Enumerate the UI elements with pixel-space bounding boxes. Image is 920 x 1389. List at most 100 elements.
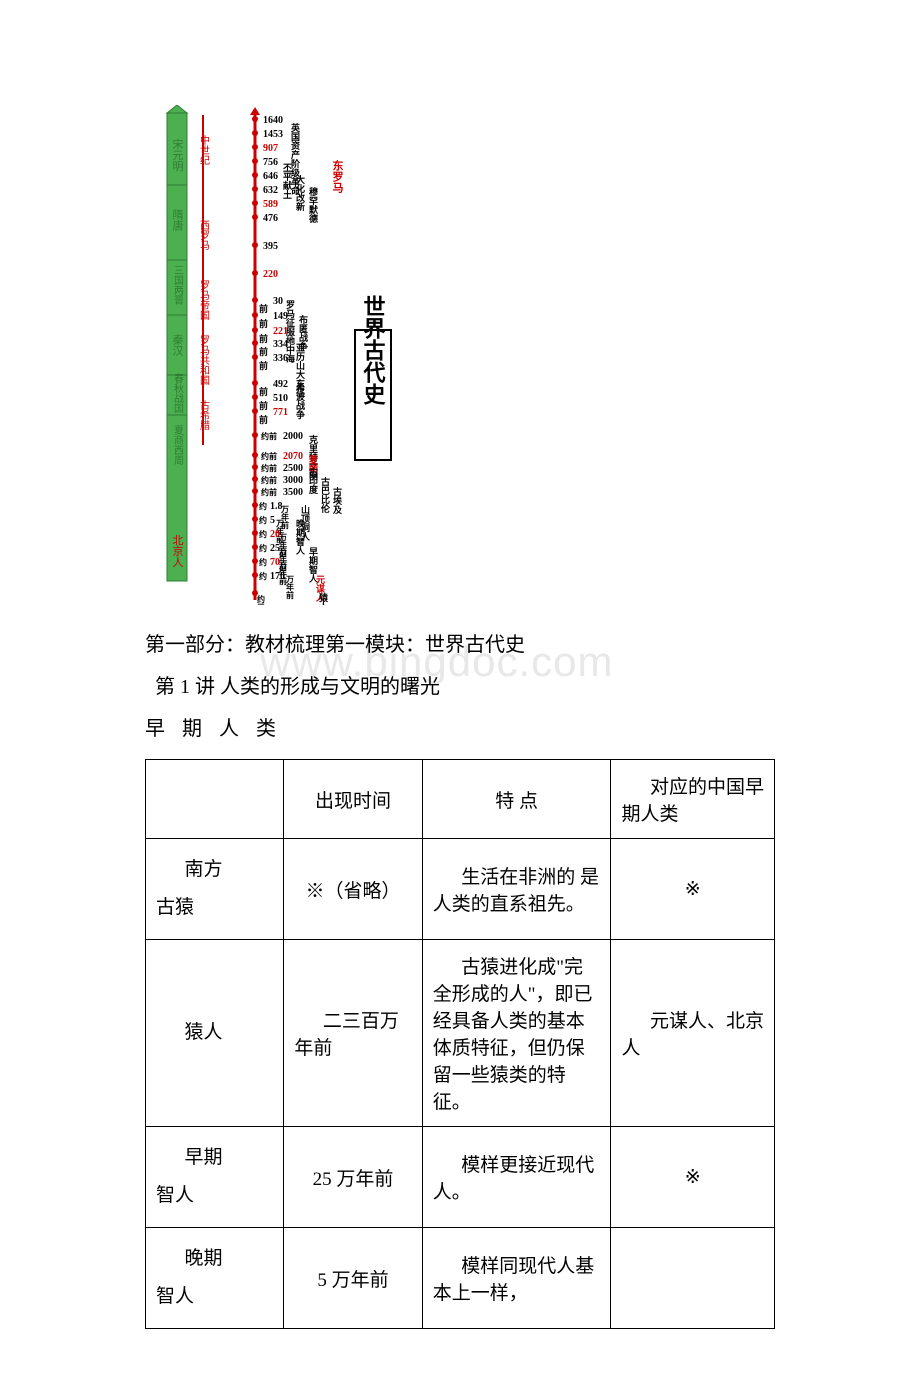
table-row: 南方 古猿 ※（省略） 生活在非洲的 是人类的直系祖先。 ※ <box>146 839 775 940</box>
chinese-dynasty-bar: 宋元明 隋唐 三国两晋 秦汉 春秋战国 夏商西周 <box>167 105 187 581</box>
svg-text:约: 约 <box>259 571 267 581</box>
svg-text:3500: 3500 <box>283 487 303 498</box>
svg-text:1640: 1640 <box>263 115 283 126</box>
table-row: 晚期 智人 5 万年前 模样同现代人基本上一样， <box>146 1228 775 1329</box>
table-row: 猿人 二三百万年前 古猿进化成"完全形成的人"，即已经具备人类的基本体质特征，但… <box>146 940 775 1127</box>
svg-text:492: 492 <box>273 379 288 390</box>
svg-text:5: 5 <box>270 515 275 526</box>
svg-text:东罗马: 东罗马 <box>331 159 344 194</box>
svg-text:秦汉: 秦汉 <box>171 333 184 357</box>
header-col1 <box>146 760 284 839</box>
svg-text:前: 前 <box>258 346 268 357</box>
timeline-diagram: 宋元明 隋唐 三国两晋 秦汉 春秋战国 夏商西周 北京人 中世纪 西罗马 罗马帝… <box>155 105 465 605</box>
svg-text:万年前: 万年前 <box>286 575 295 600</box>
svg-text:3000: 3000 <box>283 475 303 486</box>
row-name: 猿人 <box>146 940 284 1127</box>
svg-text:395: 395 <box>263 241 278 252</box>
header-col4: 对应的中国早期人类 <box>611 760 775 839</box>
table-row: 早期 智人 25 万年前 模样更接近现代人。 ※ <box>146 1127 775 1228</box>
table-header-row: 出现时间 特 点 对应的中国早期人类 <box>146 760 775 839</box>
svg-text:约前: 约前 <box>261 487 277 497</box>
svg-text:宋元明: 宋元明 <box>171 137 184 172</box>
svg-text:古印度: 古印度 <box>308 466 319 495</box>
sub-heading: 早 期 人 类 <box>145 709 775 749</box>
row-china: ※ <box>611 839 775 940</box>
svg-text:2000: 2000 <box>283 431 303 442</box>
row-china: 元谋人、北京人 <box>611 940 775 1127</box>
svg-text:589: 589 <box>263 199 278 210</box>
svg-text:古巴比伦: 古巴比伦 <box>320 476 331 514</box>
svg-text:约: 约 <box>259 529 267 539</box>
svg-text:前: 前 <box>258 303 268 314</box>
svg-text:336: 336 <box>273 353 288 364</box>
early-humans-table: 出现时间 特 点 对应的中国早期人类 南方 古猿 ※（省略） 生活在非洲的 是人… <box>145 759 775 1329</box>
row-time: 二三百万年前 <box>284 940 422 1127</box>
svg-text:前: 前 <box>258 414 268 425</box>
row-time: ※（省略） <box>284 839 422 940</box>
row-feature: 生活在非洲的 是人类的直系祖先。 <box>422 839 611 940</box>
svg-text:希波战争: 希波战争 <box>295 382 306 420</box>
svg-text:前: 前 <box>258 360 268 371</box>
svg-text:约前: 约前 <box>261 475 277 485</box>
row-china <box>611 1228 775 1329</box>
svg-text:约: 约 <box>259 501 267 511</box>
row-time: 5 万年前 <box>284 1228 422 1329</box>
svg-text:夏商西周: 夏商西周 <box>172 425 184 466</box>
svg-text:丕平献土: 丕平献土 <box>282 163 292 199</box>
svg-text:罗马共和国: 罗马共和国 <box>198 335 210 386</box>
svg-text:771: 771 <box>273 407 288 418</box>
svg-text:约: 约 <box>259 543 267 553</box>
svg-text:约三百万年前: 约三百万年前 <box>257 594 266 605</box>
svg-text:220: 220 <box>263 269 278 280</box>
row-feature: 古猿进化成"完全形成的人"，即已经具备人类的基本体质特征，但仍保留一些猿类的特征… <box>422 940 611 1127</box>
svg-text:646: 646 <box>263 171 278 182</box>
world-civ-bar: 中世纪 西罗马 罗马帝国 罗马共和国 古希腊 <box>198 115 210 445</box>
row-feature: 模样更接近现代人。 <box>422 1127 611 1228</box>
svg-text:约: 约 <box>259 557 267 567</box>
svg-text:穆罕默德: 穆罕默德 <box>308 186 319 224</box>
svg-text:古希腊: 古希腊 <box>198 399 210 431</box>
svg-text:隋唐: 隋唐 <box>171 208 184 232</box>
section-heading: 第一部分：教材梳理第一模块：世界古代史 <box>145 625 775 665</box>
svg-text:大化改新: 大化改新 <box>295 174 306 212</box>
svg-text:西罗马: 西罗马 <box>198 220 210 251</box>
svg-text:约前: 约前 <box>261 463 277 473</box>
beijing-man-label: 北京人 <box>171 534 184 567</box>
svg-text:约前: 约前 <box>261 431 277 441</box>
svg-text:罗马帝国: 罗马帝国 <box>198 280 210 321</box>
svg-text:约: 约 <box>259 515 267 525</box>
timeline-svg: 宋元明 隋唐 三国两晋 秦汉 春秋战国 夏商西周 北京人 中世纪 西罗马 罗马帝… <box>155 105 465 605</box>
svg-text:510: 510 <box>273 393 288 404</box>
svg-text:古埃及: 古埃及 <box>332 486 343 515</box>
svg-text:334: 334 <box>273 339 288 350</box>
row-china: ※ <box>611 1127 775 1228</box>
svg-text:149: 149 <box>273 311 288 322</box>
header-col3: 特 点 <box>422 760 611 839</box>
timeline-title: 世界古代史 <box>361 295 387 406</box>
svg-text:三国两晋: 三国两晋 <box>172 265 184 306</box>
row-name: 晚期 智人 <box>146 1228 284 1329</box>
svg-text:前: 前 <box>258 400 268 411</box>
svg-text:约前: 约前 <box>261 451 277 461</box>
svg-text:756: 756 <box>263 157 278 168</box>
row-name: 早期 智人 <box>146 1127 284 1228</box>
svg-text:2070: 2070 <box>283 451 303 462</box>
svg-text:476: 476 <box>263 213 278 224</box>
svg-text:1453: 1453 <box>263 129 283 140</box>
row-time: 25 万年前 <box>284 1127 422 1228</box>
svg-text:前: 前 <box>258 318 268 329</box>
svg-text:2500: 2500 <box>283 463 303 474</box>
svg-text:晚期智人: 晚期智人 <box>295 518 306 555</box>
svg-text:春秋战国: 春秋战国 <box>172 373 184 414</box>
row-feature: 模样同现代人基本上一样， <box>422 1228 611 1329</box>
svg-text:632: 632 <box>263 185 278 196</box>
svg-text:30: 30 <box>273 296 283 307</box>
timeline-events: 1640英国资产阶级革命 1453 907 756丕平献土 646大化改新 63… <box>252 115 344 605</box>
svg-text:221: 221 <box>273 326 288 337</box>
row-name: 南方 古猿 <box>146 839 284 940</box>
header-col2: 出现时间 <box>284 760 422 839</box>
svg-text:中世纪: 中世纪 <box>198 134 210 165</box>
svg-text:前: 前 <box>258 386 268 397</box>
svg-text:907: 907 <box>263 143 278 154</box>
svg-text:170: 170 <box>270 571 285 582</box>
